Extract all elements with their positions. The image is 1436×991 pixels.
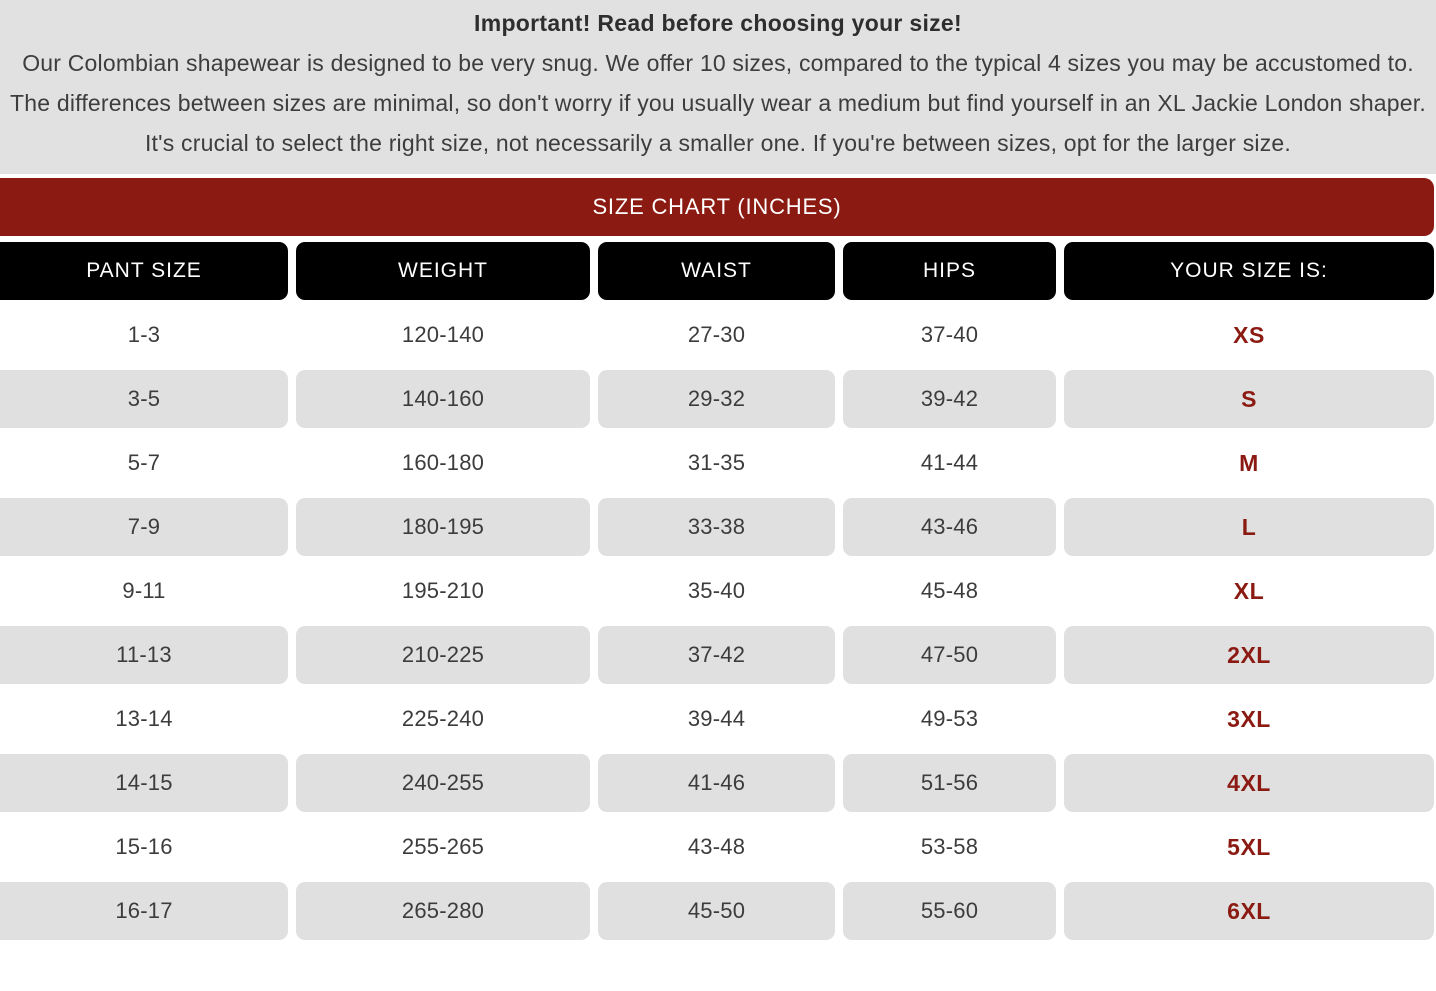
your-size-cell: L (1064, 498, 1434, 556)
hips-cell: 47-50 (843, 626, 1056, 684)
waist-cell: 45-50 (598, 882, 835, 940)
your-size-cell: S (1064, 370, 1434, 428)
pant-size-cell: 11-13 (0, 626, 288, 684)
hips-cell: 45-48 (920, 578, 979, 603)
hips-cell: 51-56 (843, 754, 1056, 812)
waist-cell: 29-32 (598, 370, 835, 428)
size-chart-banner-title: SIZE CHART (INCHES) (592, 194, 842, 219)
table-row: 5-7 160-180 31-35 41-44 M (0, 434, 1434, 492)
weight-cell: 265-280 (296, 882, 590, 940)
table-row: 16-17 265-280 45-50 55-60 6XL (0, 882, 1434, 940)
waist-cell: 41-46 (598, 754, 835, 812)
table-row: 9-11 195-210 35-40 45-48 XL (0, 562, 1434, 620)
pant-size-cell: 9-11 (122, 578, 166, 603)
weight-cell: 160-180 (401, 450, 485, 475)
hips-cell: 37-40 (920, 322, 979, 347)
hips-cell: 53-58 (920, 834, 979, 859)
weight-cell: 225-240 (401, 706, 485, 731)
table-row: 1-3 120-140 27-30 37-40 XS (0, 306, 1434, 364)
your-size-cell: 3XL (1227, 705, 1271, 732)
hips-cell: 39-42 (843, 370, 1056, 428)
pant-size-cell: 16-17 (0, 882, 288, 940)
table-row: 3-5 140-160 29-32 39-42 S (0, 370, 1434, 428)
waist-cell: 27-30 (687, 322, 746, 347)
weight-cell: 240-255 (296, 754, 590, 812)
waist-cell: 43-48 (687, 834, 746, 859)
table-row: 7-9 180-195 33-38 43-46 L (0, 498, 1434, 556)
column-header-waist: WAIST (598, 242, 835, 300)
your-size-cell: 5XL (1227, 833, 1271, 860)
waist-cell: 39-44 (687, 706, 746, 731)
weight-cell: 210-225 (296, 626, 590, 684)
your-size-cell: 2XL (1064, 626, 1434, 684)
column-header-hips: HIPS (843, 242, 1056, 300)
notice-title: Important! Read before choosing your siz… (474, 10, 962, 36)
your-size-cell: XS (1233, 321, 1265, 348)
column-header-your-size: YOUR SIZE IS: (1064, 242, 1434, 300)
waist-cell: 31-35 (687, 450, 746, 475)
pant-size-cell: 5-7 (127, 450, 161, 475)
your-size-cell: 4XL (1064, 754, 1434, 812)
your-size-cell: XL (1233, 577, 1265, 604)
your-size-cell: 6XL (1064, 882, 1434, 940)
size-guide-section: Important! Read before choosing your siz… (0, 0, 1436, 940)
table-row: 14-15 240-255 41-46 51-56 4XL (0, 754, 1434, 812)
table-header-row: PANT SIZE WEIGHT WAIST HIPS YOUR SIZE IS… (0, 242, 1434, 300)
your-size-cell: M (1239, 449, 1259, 476)
waist-cell: 37-42 (598, 626, 835, 684)
size-chart-banner: SIZE CHART (INCHES) (0, 178, 1434, 236)
hips-cell: 41-44 (920, 450, 979, 475)
waist-cell: 35-40 (687, 578, 746, 603)
weight-cell: 140-160 (296, 370, 590, 428)
weight-cell: 255-265 (401, 834, 485, 859)
weight-cell: 180-195 (296, 498, 590, 556)
table-row: 15-16 255-265 43-48 53-58 5XL (0, 818, 1434, 876)
pant-size-cell: 15-16 (115, 834, 173, 859)
pant-size-cell: 3-5 (0, 370, 288, 428)
column-header-pant-size: PANT SIZE (0, 242, 288, 300)
column-header-weight: WEIGHT (296, 242, 590, 300)
size-chart-table: PANT SIZE WEIGHT WAIST HIPS YOUR SIZE IS… (0, 242, 1436, 940)
table-body: 1-3 120-140 27-30 37-40 XS 3-5 140-160 2… (0, 306, 1434, 940)
table-row: 11-13 210-225 37-42 47-50 2XL (0, 626, 1434, 684)
hips-cell: 43-46 (843, 498, 1056, 556)
pant-size-cell: 14-15 (0, 754, 288, 812)
waist-cell: 33-38 (598, 498, 835, 556)
notice-body: Our Colombian shapewear is designed to b… (10, 50, 1426, 156)
hips-cell: 49-53 (920, 706, 979, 731)
table-row: 13-14 225-240 39-44 49-53 3XL (0, 690, 1434, 748)
pant-size-cell: 13-14 (115, 706, 173, 731)
hips-cell: 55-60 (843, 882, 1056, 940)
pant-size-cell: 1-3 (127, 322, 161, 347)
pant-size-cell: 7-9 (0, 498, 288, 556)
weight-cell: 195-210 (401, 578, 485, 603)
weight-cell: 120-140 (401, 322, 485, 347)
size-notice: Important! Read before choosing your siz… (0, 0, 1436, 174)
